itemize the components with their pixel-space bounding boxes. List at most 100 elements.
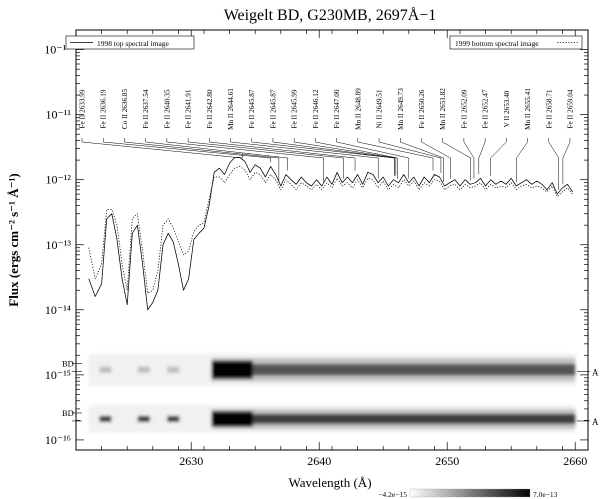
line-id-label: V II 2653.40 — [503, 90, 511, 127]
colorbar-max-label: 7.0e−13 — [533, 490, 558, 499]
line-id-leader — [336, 141, 409, 159]
image-blob — [167, 366, 180, 373]
line-id: Mn II 2648.89 — [354, 88, 434, 171]
x-tick-label: 2650 — [435, 454, 459, 468]
spectral-image-top — [88, 353, 576, 386]
line-identifications: Fe II 2633.99 Fe II 2636.19 Co II 2636.85 F… — [79, 88, 575, 190]
series-group — [88, 157, 573, 311]
line-id-label: Fe II 2650.26 — [418, 89, 426, 128]
line-id-leader — [548, 141, 559, 159]
image-left-label: BD — [62, 408, 74, 418]
line-id-leader — [463, 141, 475, 159]
y-tick-label: 10⁻¹⁵ — [45, 368, 71, 382]
line-id-label: Fe II 2642.80 — [206, 89, 214, 128]
line-id-label: Fe II 2647.00 — [333, 89, 341, 128]
y-axis-label: Flux (ergs cm⁻² s⁻¹ Å⁻¹) — [6, 173, 21, 306]
image-blob — [167, 415, 180, 422]
image-right-label: A — [592, 417, 599, 427]
line-id-leader — [230, 141, 379, 159]
line-id-label: Fe II 2640.35 — [163, 89, 171, 128]
line-id: Fe II 2645.99 — [291, 89, 397, 176]
line-id-leader — [478, 141, 486, 159]
image-peak — [211, 411, 253, 427]
chart-title: Weigelt BD, G230MB, 2697Å−1 — [224, 6, 437, 24]
axes: 2630 2640 2650 2660 10⁻¹⁶ 10⁻¹⁵ 10⁻¹⁴ 10⁻¹³ 10⁻¹… — [44, 29, 599, 468]
line-id: Mn II 2649.73 — [397, 88, 444, 183]
line-id-leader — [145, 141, 288, 159]
line-id-label: Fe II 2637.54 — [142, 89, 150, 128]
image-blob — [137, 415, 150, 422]
line-id-label: Fe II 2652.09 — [460, 89, 468, 128]
line-id-label: Fe II 2652.47 — [482, 89, 490, 128]
line-id: Ni II 2649.51 — [376, 89, 442, 174]
line-id-label: Fe II 2645.87 — [248, 89, 256, 128]
line-id-leader — [103, 141, 271, 159]
line-id-leader — [124, 141, 279, 159]
line-id: Fe II 2652.09 — [460, 89, 475, 179]
line-id-label: Mn II 2644.61 — [227, 88, 235, 130]
image-halo — [211, 409, 576, 429]
line-id: Fe II 2652.47 — [478, 89, 490, 175]
line-id-leader — [315, 141, 398, 159]
image-peak — [211, 360, 253, 379]
line-id: Fe II 2647.00 — [333, 89, 410, 179]
line-id-leader — [516, 141, 528, 159]
colorbar-gradient — [409, 488, 531, 498]
series-line-1999 — [88, 166, 573, 294]
image-blob — [99, 415, 112, 422]
legend-right-label: 1999 bottom spectral image — [455, 39, 539, 48]
legend-right: 1999 bottom spectral image — [449, 35, 583, 50]
line-id-label: Mn II 2651.82 — [439, 88, 447, 130]
line-id-leader — [81, 141, 243, 159]
series-line-1998 — [88, 157, 573, 311]
y-tick-label: 10⁻¹⁰ — [44, 43, 71, 57]
spectral-images — [88, 353, 576, 433]
line-id-label: Mn II 2648.89 — [354, 88, 362, 130]
y-tick-label: 10⁻¹⁴ — [45, 303, 71, 317]
line-id-leader — [378, 141, 441, 159]
image-right-label: A — [592, 368, 599, 378]
line-id: Mn II 2651.82 — [439, 88, 471, 181]
x-axis-label: Wavelength (Å) — [288, 475, 371, 490]
line-id-leader — [166, 141, 324, 159]
line-id-leader — [400, 141, 444, 159]
legend-left-box — [65, 35, 195, 50]
line-id-leader — [490, 141, 507, 159]
line-id-label: Fe II 2645.99 — [291, 89, 299, 128]
line-id-leader — [272, 141, 395, 159]
line-id: Fe II 2641.91 — [185, 89, 344, 179]
line-id: Fe II 2636.19 — [100, 89, 271, 163]
line-id-label: Fe II 2641.91 — [185, 89, 193, 128]
image-blob — [137, 366, 150, 373]
colorbar: −4.2e−15 7.0e−13 — [378, 488, 558, 499]
line-id: Mn II 2655.41 — [516, 88, 532, 183]
line-id: Fe II 2658.71 — [545, 89, 559, 190]
line-id: Fe II 2659.04 — [562, 89, 575, 184]
line-id-leader — [188, 141, 344, 159]
line-id: Mn II 2644.61 — [227, 88, 379, 179]
legend-left-label: 1998 top spectral image — [97, 39, 170, 48]
line-id: V II 2653.40 — [490, 90, 511, 176]
line-id: Fe II 2642.80 — [206, 89, 356, 171]
image-halo — [211, 358, 576, 382]
x-tick-label: 2660 — [563, 454, 587, 468]
line-id-leader — [421, 141, 451, 159]
line-id-leader — [357, 141, 434, 159]
y-tick-label: 10⁻¹¹ — [45, 108, 71, 122]
line-id: Fe II 2637.54 — [142, 89, 288, 171]
spectral-image-bottom — [88, 404, 576, 433]
legend-right-box — [449, 35, 583, 50]
y-tick-label: 10⁻¹³ — [45, 238, 71, 252]
image-left-label: BD — [62, 359, 74, 369]
y-tick-label: 10⁻¹² — [45, 173, 71, 187]
colorbar-min-label: −4.2e−15 — [378, 490, 407, 499]
line-id-leader — [209, 141, 356, 159]
plot-frame — [75, 29, 589, 451]
line-id: Fe II 2640.35 — [163, 89, 324, 183]
x-tick-label: 2640 — [307, 454, 331, 468]
line-id-label: Mn II 2649.73 — [397, 88, 405, 130]
line-id-leader — [562, 141, 571, 159]
line-id-label: Fe II 2659.04 — [567, 89, 575, 128]
line-id-label: Ni II 2649.51 — [376, 89, 384, 128]
